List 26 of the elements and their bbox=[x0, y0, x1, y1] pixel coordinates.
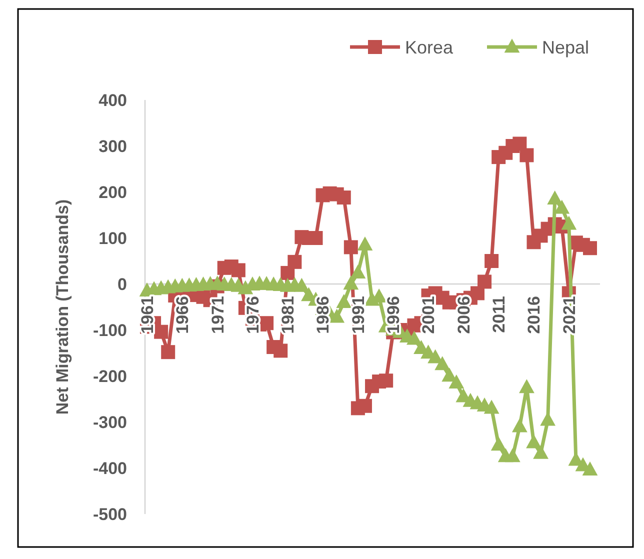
y-tick-label: -200 bbox=[92, 366, 127, 386]
x-tick-label: 2011 bbox=[490, 296, 509, 333]
y-tick-label: 200 bbox=[98, 182, 127, 202]
x-tick-label: 1991 bbox=[348, 296, 368, 334]
x-tick-label: 2016 bbox=[524, 296, 544, 334]
x-tick-label: 1986 bbox=[314, 296, 333, 334]
y-tick-label: 100 bbox=[98, 228, 127, 248]
y-axis-title: Net Migration (Thousands) bbox=[52, 199, 72, 415]
y-tick-label: -300 bbox=[92, 412, 127, 432]
legend-label: Nepal bbox=[542, 37, 590, 58]
x-tick-label: 2006 bbox=[454, 296, 474, 334]
x-tick-label: 1996 bbox=[384, 296, 404, 334]
x-tick-label: 1961 bbox=[138, 296, 157, 334]
x-tick-label: 1981 bbox=[278, 296, 298, 334]
y-tick-label: -500 bbox=[92, 504, 127, 524]
y-tick-label: 300 bbox=[98, 136, 127, 156]
x-tick-label: 1976 bbox=[243, 296, 262, 334]
legend-label: Korea bbox=[405, 37, 454, 58]
y-tick-label: 0 bbox=[118, 274, 127, 294]
y-tick-label: -100 bbox=[92, 320, 127, 340]
y-tick-label: -400 bbox=[92, 458, 127, 478]
x-tick-label: 1971 bbox=[208, 296, 228, 334]
x-tick-label: 2021 bbox=[560, 296, 579, 334]
x-tick-label: 1966 bbox=[173, 296, 192, 334]
x-tick-label: 2001 bbox=[419, 296, 438, 334]
y-tick-label: 400 bbox=[98, 90, 127, 110]
